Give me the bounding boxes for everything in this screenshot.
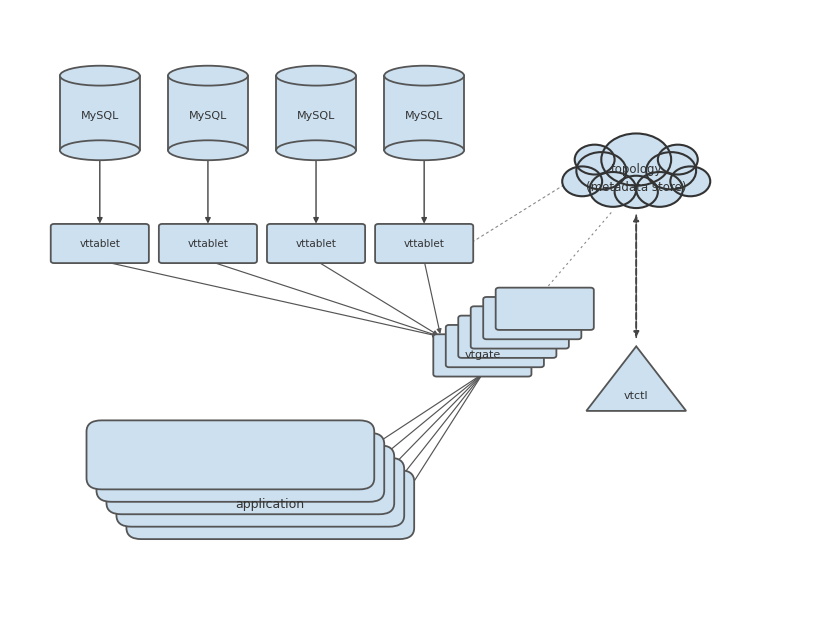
- Text: MySQL: MySQL: [405, 111, 444, 121]
- Ellipse shape: [60, 140, 139, 160]
- Polygon shape: [586, 346, 686, 411]
- Text: vttablet: vttablet: [296, 239, 337, 248]
- FancyBboxPatch shape: [127, 470, 414, 539]
- Text: application: application: [236, 498, 305, 511]
- Ellipse shape: [168, 66, 248, 86]
- FancyBboxPatch shape: [483, 297, 581, 339]
- Text: vttablet: vttablet: [404, 239, 444, 248]
- Circle shape: [658, 145, 698, 175]
- Circle shape: [576, 152, 627, 190]
- FancyBboxPatch shape: [97, 433, 384, 502]
- FancyBboxPatch shape: [159, 224, 257, 263]
- Text: vtctl: vtctl: [624, 391, 648, 401]
- Circle shape: [590, 172, 636, 207]
- Ellipse shape: [276, 140, 356, 160]
- Text: MySQL: MySQL: [81, 111, 119, 121]
- FancyBboxPatch shape: [470, 306, 569, 348]
- Polygon shape: [60, 76, 139, 151]
- FancyBboxPatch shape: [107, 445, 394, 514]
- Text: MySQL: MySQL: [297, 111, 335, 121]
- Ellipse shape: [60, 66, 139, 86]
- Text: vtgate: vtgate: [465, 350, 501, 360]
- Ellipse shape: [384, 140, 464, 160]
- Polygon shape: [384, 76, 464, 151]
- Polygon shape: [168, 76, 248, 151]
- Text: vttablet: vttablet: [187, 239, 228, 248]
- FancyBboxPatch shape: [446, 325, 544, 367]
- Polygon shape: [276, 76, 356, 151]
- FancyBboxPatch shape: [459, 316, 556, 358]
- Ellipse shape: [276, 66, 356, 86]
- Circle shape: [670, 166, 711, 197]
- Circle shape: [562, 166, 602, 197]
- FancyBboxPatch shape: [87, 420, 375, 490]
- Circle shape: [646, 152, 696, 190]
- Circle shape: [615, 176, 658, 208]
- Circle shape: [575, 145, 615, 175]
- FancyBboxPatch shape: [117, 457, 404, 527]
- Text: MySQL: MySQL: [189, 111, 227, 121]
- Circle shape: [601, 134, 671, 186]
- Ellipse shape: [168, 140, 248, 160]
- FancyBboxPatch shape: [50, 224, 149, 263]
- Ellipse shape: [384, 66, 464, 86]
- FancyBboxPatch shape: [267, 224, 365, 263]
- FancyBboxPatch shape: [496, 288, 594, 330]
- Text: vttablet: vttablet: [79, 239, 120, 248]
- Text: topology
(metadata store): topology (metadata store): [586, 163, 686, 194]
- FancyBboxPatch shape: [433, 335, 532, 377]
- FancyBboxPatch shape: [375, 224, 473, 263]
- Circle shape: [636, 172, 683, 207]
